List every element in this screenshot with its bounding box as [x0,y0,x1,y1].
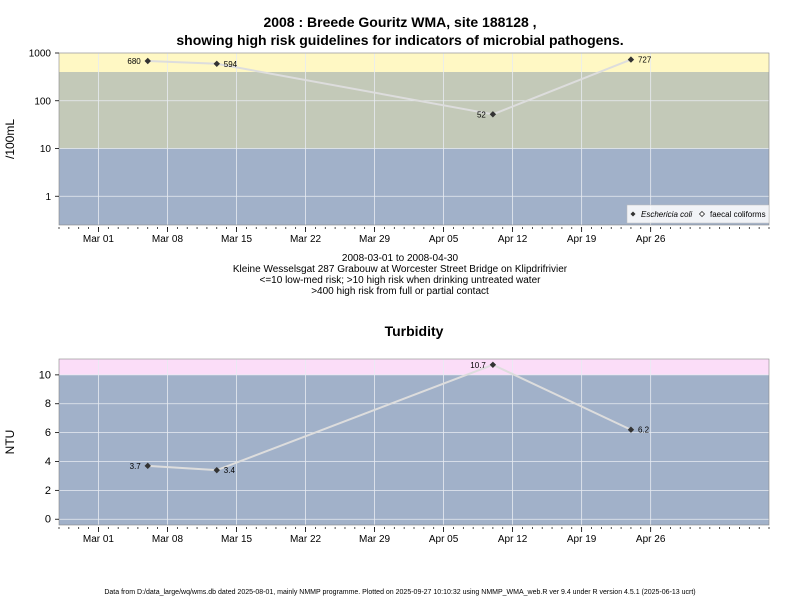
legend-box [626,204,770,224]
x-tick-label: Apr 19 [567,234,597,245]
series-line [147,58,632,116]
x-tick-label: Mar 22 [290,534,322,545]
data-label: 680 [127,57,141,66]
caption-date-range: 2008-03-01 to 2008-04-30 [341,253,459,264]
data-point [489,111,497,118]
x-tick-label: Apr 26 [636,534,666,545]
turbidity-chart: 0 2 4 6 8 10 Mar 01 Mar 08 Mar 15 Mar 22 Mar 29 Apr… [3,323,770,545]
data-point [213,60,220,68]
caption-risk-note-drinking: <=10 low-med risk; >10 high risk when dr… [259,275,541,286]
chart-title: Turbidity [385,323,444,339]
x-tick-label: Mar 01 [83,234,115,245]
y-tick-label: 0 [45,514,51,526]
data-point [627,426,635,433]
data-label: 594 [224,60,238,69]
y-tick-label: 2 [45,485,51,497]
y-tick-label: 100 [34,96,51,107]
data-point [144,57,151,65]
data-label: 10.7 [470,361,486,370]
x-tick-label: Apr 05 [429,234,459,245]
data-point [489,361,497,368]
legend-marker-ecoli [630,211,636,217]
data-label: 727 [638,56,652,65]
x-tick-label: Apr 26 [636,234,666,245]
x-tick-label: Apr 05 [429,534,459,545]
microbial-chart: 1 10 100 1000 Mar 01 Mar 08 Mar 15 Mar 22 Mar 29… [3,49,770,245]
footer-provenance: Data from D:/data_large/wq/wms.db dated … [104,589,696,596]
chart-title-line-2: showing high risk guidelines for indicat… [176,32,624,48]
y-tick-label: 10 [40,144,52,155]
x-tick-label: Mar 08 [152,234,184,245]
x-tick-label: Mar 29 [359,234,391,245]
plot-frame [58,358,770,526]
legend-entry-ecoli: Eschericia coli [641,210,692,219]
x-tick-label: Mar 08 [152,534,184,545]
x-tick-label: Mar 22 [290,234,322,245]
y-tick-label: 4 [45,456,51,468]
caption-site-description: Kleine Wesselsgat 287 Grabouw at Worcest… [232,264,568,275]
x-tick-label: Mar 01 [83,534,115,545]
y-tick-label: 6 [45,427,51,439]
legend-entry-faecal: faecal coliforms [710,210,766,219]
x-tick-label: Apr 12 [498,234,528,245]
data-point [213,466,220,474]
y-axis-label: /100mL [3,119,17,159]
caption-risk-note-contact: >400 high risk from full or partial cont… [311,286,489,297]
y-tick-label: 8 [45,398,51,410]
series-line [147,363,632,472]
x-tick-label: Mar 15 [221,534,253,545]
y-tick-label: 1000 [29,49,52,60]
y-axis-label: NTU [3,430,17,455]
y-tick-label: 10 [39,369,51,381]
data-label: 52 [477,110,486,119]
data-point [627,56,635,63]
x-tick-label: Mar 29 [359,534,391,545]
data-label: 3.4 [224,466,236,475]
x-tick-label: Apr 19 [567,534,597,545]
y-tick-label: 1 [45,192,51,203]
risk-band-2 [59,359,769,375]
data-label: 6.2 [638,426,650,435]
x-tick-label: Mar 15 [221,234,253,245]
legend-marker-faecal [698,210,706,218]
chart-title-line-1: 2008 : Breede Gouritz WMA, site 188128 , [263,14,537,30]
plot-frame [58,52,770,226]
x-tick-label: Apr 12 [498,534,528,545]
data-point [144,462,151,470]
risk-band-1 [59,374,769,525]
risk-band-2 [59,72,769,149]
data-label: 3.7 [130,462,142,471]
